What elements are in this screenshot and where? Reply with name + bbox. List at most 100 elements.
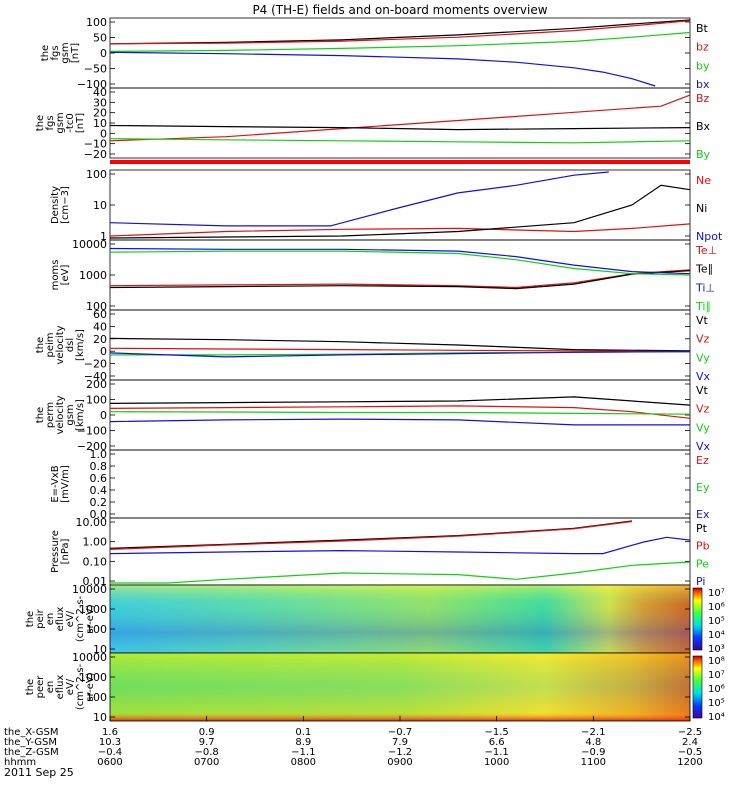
- colorbar-tick-peir: 10⁷: [708, 588, 725, 599]
- legend-entry-density: Npot: [696, 230, 723, 243]
- y-tick-label: 10.00: [76, 516, 108, 529]
- y-axis-label-line: en: [45, 681, 56, 694]
- y-tick-label: 0.10: [83, 555, 108, 568]
- x-axis-row-label: the_Z-GSM: [4, 747, 59, 758]
- legend-entry-perm: Vx: [696, 440, 711, 453]
- series-line-moms: [109, 250, 691, 276]
- segment-marker-bar: [110, 160, 690, 164]
- x-axis-table: the_X-GSM 1.6 0.9 0.1 −0.7 −1.5 −2.1 −2.5 the_Y-…: [4, 716, 703, 768]
- y-tick-label: −200: [77, 440, 107, 453]
- y-axis-label-perm: thepermvelocitygsm[km/s]: [35, 395, 86, 434]
- y-axis-label-peir: thepeirenefluxeV/(cm^2-s-sr-eV): [25, 595, 96, 642]
- legend-entry-perm: Vt: [696, 384, 709, 397]
- y-axis-label-line: moms: [50, 260, 61, 291]
- x-axis-value: 0.1: [295, 727, 311, 738]
- legend-entry-fgs_dsl: Bx: [696, 120, 711, 133]
- x-axis-value: 0900: [387, 757, 412, 768]
- y-tick-label: 0.0: [90, 508, 108, 521]
- series-line-moms: [109, 270, 691, 290]
- y-axis-label-line: the: [35, 115, 46, 131]
- x-axis-value: 2.4: [682, 737, 698, 748]
- colorbar-tick-peir: 10⁴: [708, 630, 725, 641]
- colorbar-tick-peir: 10⁵: [708, 616, 725, 627]
- panel-frame-peim: [109, 309, 691, 381]
- series-line-perm: [109, 418, 690, 426]
- y-axis-label-efield: E=-VxB[mV/m]: [50, 465, 71, 503]
- panel-pressure: 10.00 1.00 0.10 0.01 Pressure[nPa] Pt Pb Pe Pi: [50, 516, 710, 588]
- y-tick-label: −50: [84, 63, 107, 76]
- y-axis-label-line: (cm^2-s-: [75, 595, 86, 642]
- y-tick-label: 0: [100, 127, 107, 140]
- legend-entry-efield: Ez: [696, 454, 709, 467]
- y-tick-label: −20: [84, 148, 107, 161]
- colorbar-tick-peir: 10⁶: [708, 602, 725, 613]
- y-axis-label-line: velocity: [55, 395, 66, 434]
- x-axis-value: −1.1: [485, 747, 509, 758]
- x-axis-value: 8.9: [295, 737, 311, 748]
- y-tick-label: 200: [86, 378, 107, 391]
- legend-entry-moms: Ti⊥: [695, 281, 715, 294]
- legend-entry-pressure: Pt: [696, 522, 708, 535]
- x-axis-value: 10.3: [99, 737, 121, 748]
- y-axis-label-line: fgs: [50, 45, 61, 60]
- x-axis-value: −0.9: [581, 747, 605, 758]
- y-tick-label: 100: [86, 300, 107, 313]
- y-axis-label-line: gsm: [65, 404, 76, 425]
- y-axis-label-line: (cm^2-s-: [75, 663, 86, 710]
- series-line-fgs_dsl: [109, 124, 691, 131]
- panel-peir: 10⁷10⁶10⁵10⁴10³10000100010010thepeirenef…: [25, 583, 725, 656]
- legend-entry-moms: Te∥: [695, 263, 713, 276]
- chart-title: P4 (TH-E) fields and on-board moments ov…: [252, 3, 547, 17]
- series-line-peim: [109, 347, 691, 353]
- series-line-pressure: [109, 536, 691, 555]
- y-tick-label: 10000: [72, 583, 107, 596]
- y-tick-label: 1: [100, 230, 107, 243]
- y-axis-label-fgs: thefgsgsm[nT]: [40, 42, 81, 63]
- x-axis-value: −1.5: [485, 727, 509, 738]
- y-axis-label-line: E=-VxB: [50, 465, 61, 502]
- series-line-moms: [109, 247, 691, 275]
- panel-fgs: 100 50 0 −50 −100 thefgsgsm[nT] Bt bz by bx: [40, 16, 710, 91]
- legend-entry-fgs: bz: [696, 41, 709, 54]
- x-axis-value: 0600: [97, 757, 122, 768]
- y-tick-label: 10000: [72, 238, 107, 251]
- y-axis-label-line: Pressure: [50, 530, 61, 573]
- y-tick-label: 1000: [79, 671, 107, 684]
- panel-perm: 200 100 0 −100 −200 thepermvelocitygsm[km/s] V…: [35, 378, 711, 453]
- x-axis-value: 1100: [581, 757, 606, 768]
- x-axis-row-label: the_Y-GSM: [4, 737, 57, 748]
- y-tick-label: 40: [93, 320, 107, 333]
- y-tick-label: 100: [86, 168, 107, 181]
- x-axis-value: −0.5: [678, 747, 702, 758]
- y-tick-label: 20: [93, 107, 107, 120]
- y-axis-label-line: [eV]: [60, 265, 71, 286]
- colorbar-peir: [692, 587, 703, 651]
- y-tick-label: −100: [77, 78, 107, 91]
- y-tick-label: 30: [93, 96, 107, 109]
- panel-moms: 10000 1000 100 moms[eV] Te⊥ Te∥ Ti⊥ Ti∥: [50, 238, 717, 313]
- colorbar-peer: [692, 655, 703, 719]
- y-axis-label-line: the: [35, 337, 46, 353]
- y-axis-label-line: the: [25, 679, 36, 695]
- x-axis-value: 4.8: [585, 737, 601, 748]
- y-axis-label-line: peir: [35, 608, 46, 628]
- y-tick-label: 1000: [79, 603, 107, 616]
- panel-peer: 10⁸10⁷10⁶10⁵10⁴10000100010010thepeerenef…: [25, 651, 725, 724]
- y-tick-label: 0: [100, 345, 107, 358]
- legend-entry-peim: Vt: [696, 314, 709, 327]
- y-tick-label: 0.8: [90, 460, 108, 473]
- y-tick-label: −40: [84, 370, 107, 383]
- x-axis-row-label: hhmm: [4, 757, 36, 768]
- x-axis-value: 7.9: [392, 737, 408, 748]
- y-tick-label: 0.4: [90, 484, 108, 497]
- colorbar-tick-peir: 10³: [708, 644, 725, 655]
- y-axis-label-line: Density: [50, 186, 61, 224]
- y-axis-label-line: the: [25, 611, 36, 627]
- legend-entry-pressure: Pe: [696, 557, 709, 570]
- series-line-peim: [109, 351, 691, 358]
- panel-frame-perm: [109, 379, 691, 451]
- x-axis-value: −0.7: [388, 727, 412, 738]
- legend-entry-density: Ni: [696, 202, 707, 215]
- colorbar-tick-peer: 10⁷: [708, 670, 725, 681]
